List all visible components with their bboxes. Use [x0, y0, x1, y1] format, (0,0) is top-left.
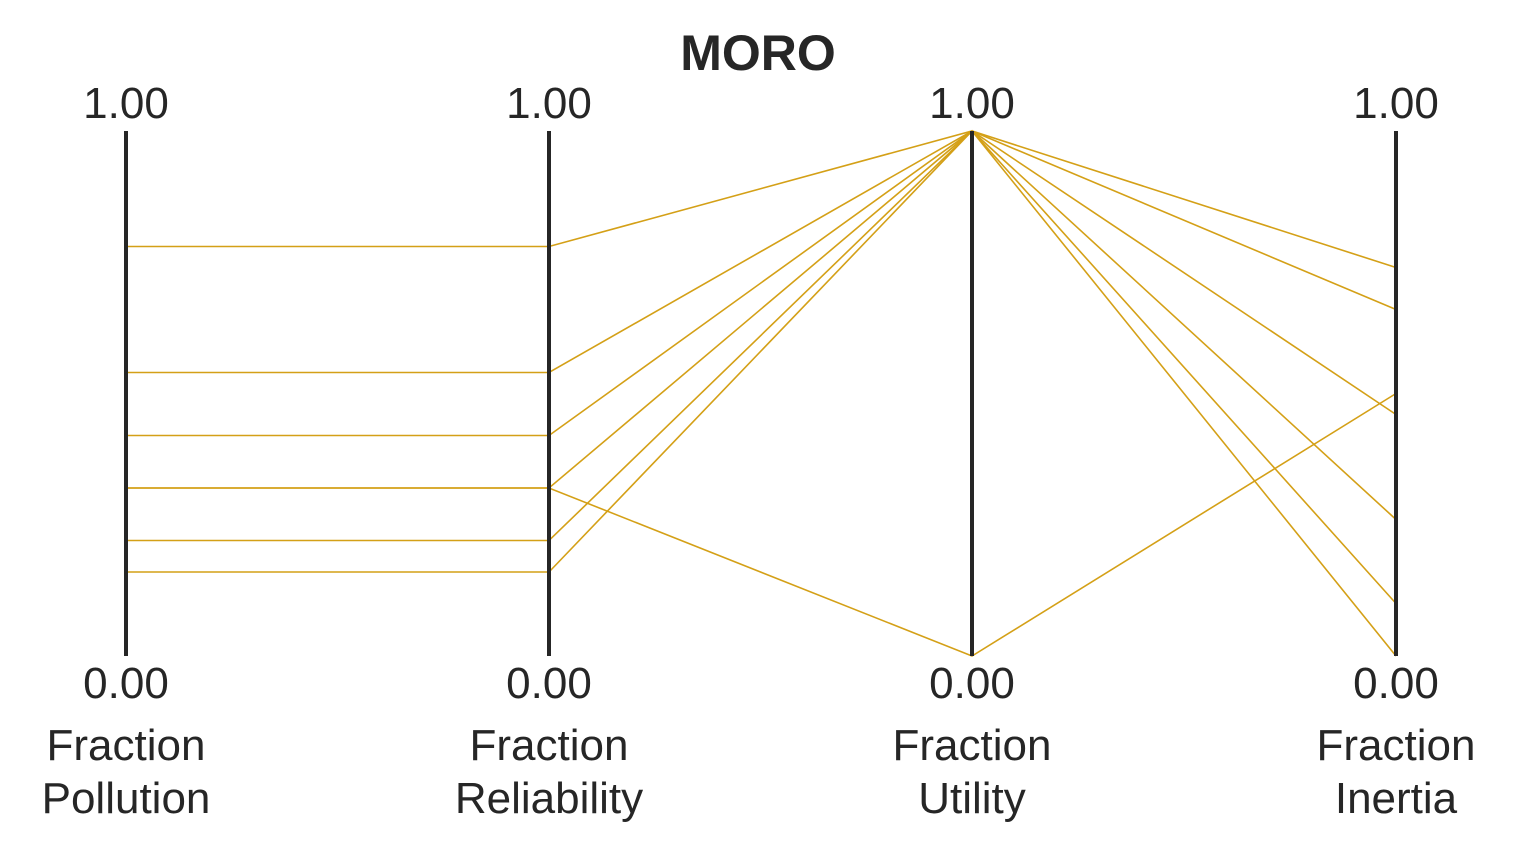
axis-4-label-line1: Fraction — [1317, 721, 1476, 770]
axis-3-max-tick-label: 1.00 — [929, 79, 1015, 128]
series-line-7 — [126, 392, 1397, 657]
axis-3-min-tick-label: 0.00 — [929, 659, 1015, 708]
axis-4-max-tick-label: 1.00 — [1353, 79, 1439, 128]
axis-2-label-line2: Reliability — [455, 774, 643, 823]
axis-2-min-tick-label: 0.00 — [506, 659, 592, 708]
series-lines — [126, 129, 1397, 657]
axis-1-label-line1: Fraction — [47, 721, 206, 770]
series-line-5 — [126, 129, 1397, 605]
axis-2-max-tick-label: 1.00 — [506, 79, 592, 128]
axis-2-label-line1: Fraction — [470, 721, 629, 770]
axis-1-max-tick-label: 1.00 — [83, 79, 169, 128]
series-line-6 — [126, 129, 1397, 657]
chart-title: MORO — [680, 25, 836, 81]
axis-4-label-line2: Inertia — [1335, 774, 1458, 823]
series-line-1 — [126, 130, 1397, 269]
axis-1-label-line2: Pollution — [42, 774, 211, 823]
axis-3-label-line1: Fraction — [893, 721, 1052, 770]
series-line-2 — [126, 130, 1397, 374]
axes: 1.000.00FractionPollution1.000.00Fractio… — [42, 79, 1476, 823]
axis-4-min-tick-label: 0.00 — [1353, 659, 1439, 708]
axis-1-min-tick-label: 0.00 — [83, 659, 169, 708]
series-line-3 — [126, 130, 1397, 437]
axis-3-label-line2: Utility — [918, 774, 1026, 823]
